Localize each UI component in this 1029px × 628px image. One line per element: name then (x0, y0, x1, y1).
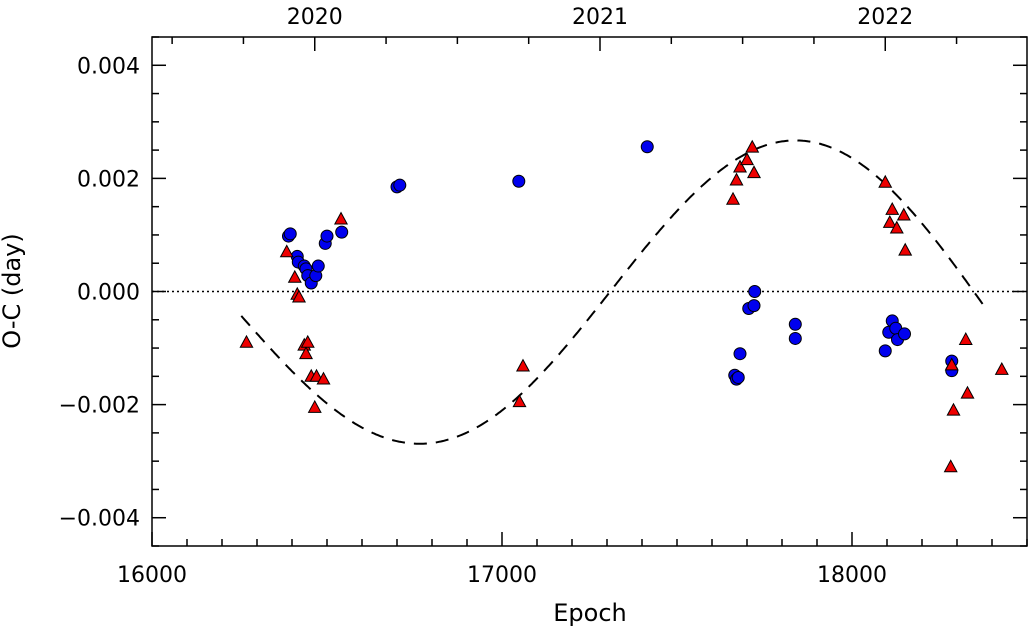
secondary-minimum-point (878, 174, 893, 188)
secondary-minimum-point (291, 289, 307, 303)
x-tick-label: 17000 (467, 563, 537, 588)
y-tick-label: −0.002 (59, 394, 140, 419)
secondary-minimum-point (958, 332, 973, 345)
secondary-minimum-point (994, 361, 1009, 375)
secondary-minimum-point (882, 214, 897, 228)
secondary-minimum-point (287, 269, 302, 283)
fit-curve (240, 139, 988, 445)
top-axis-year-label: 2020 (287, 5, 343, 30)
secondary-minimum-point (739, 152, 755, 166)
primary-minimum-point (788, 317, 802, 331)
x-axis-label: Epoch (553, 599, 627, 627)
secondary-minimum-point (298, 346, 314, 360)
x-tick-label: 18000 (817, 563, 887, 588)
y-tick-label: −0.004 (59, 507, 140, 532)
secondary-minimum-point (885, 201, 900, 215)
plot-frame (151, 36, 1028, 547)
top-axis-year-label: 2022 (857, 5, 913, 30)
y-tick-label: 0.002 (77, 167, 140, 192)
primary-minimum-point (393, 178, 407, 192)
secondary-minimum-point (889, 220, 904, 234)
secondary-minimum-point (898, 242, 913, 256)
y-tick-label: 0.004 (77, 54, 140, 79)
primary-minimum-point (283, 227, 297, 241)
secondary-minimum-point (300, 334, 315, 348)
x-tick-label: 16000 (117, 563, 187, 588)
tick-labels: 16000 17000 18000 −0.004 −0.002 0.000 0.002 0.0… (59, 5, 914, 588)
secondary-minimum-point (725, 191, 741, 205)
secondary-minimum-point (729, 172, 744, 186)
secondary-minimum-point (316, 371, 331, 385)
secondary-minimum-point (960, 385, 975, 399)
axis-ticks (151, 36, 1028, 547)
secondary-minimum-point (944, 357, 959, 371)
primary-minimum-point (335, 225, 349, 239)
secondary-minimum-point (239, 334, 254, 348)
secondary-minimum-point (896, 207, 911, 221)
primary-minimum-point (320, 229, 334, 243)
secondary-minimum-point (946, 402, 961, 416)
secondary-minimum-point (732, 159, 748, 173)
y-tick-label: 0.000 (77, 281, 140, 306)
secondary-minimum-point (515, 358, 531, 372)
data-points (239, 139, 1009, 473)
secondary-minimum-point (333, 211, 349, 225)
secondary-minimum-point (279, 244, 294, 258)
primary-minimum-point (311, 259, 325, 273)
primary-minimum-point (878, 344, 892, 358)
primary-minimum-point (512, 174, 526, 188)
primary-minimum-point (747, 299, 761, 313)
secondary-minimum-point (745, 139, 760, 153)
primary-minimum-point (748, 285, 762, 298)
secondary-minimum-point (746, 165, 762, 179)
secondary-minimum-point (309, 368, 324, 382)
primary-minimum-point (898, 327, 911, 341)
primary-minimum-point (731, 370, 745, 384)
primary-minimum-point (733, 347, 747, 361)
primary-minimum-point (788, 331, 802, 345)
secondary-minimum-point (307, 399, 322, 413)
primary-minimum-point (640, 140, 654, 154)
y-axis-label: O-C (day) (0, 233, 26, 348)
secondary-minimum-point (943, 459, 958, 473)
secondary-minimum-point (512, 394, 527, 408)
top-axis-year-label: 2021 (572, 5, 628, 30)
